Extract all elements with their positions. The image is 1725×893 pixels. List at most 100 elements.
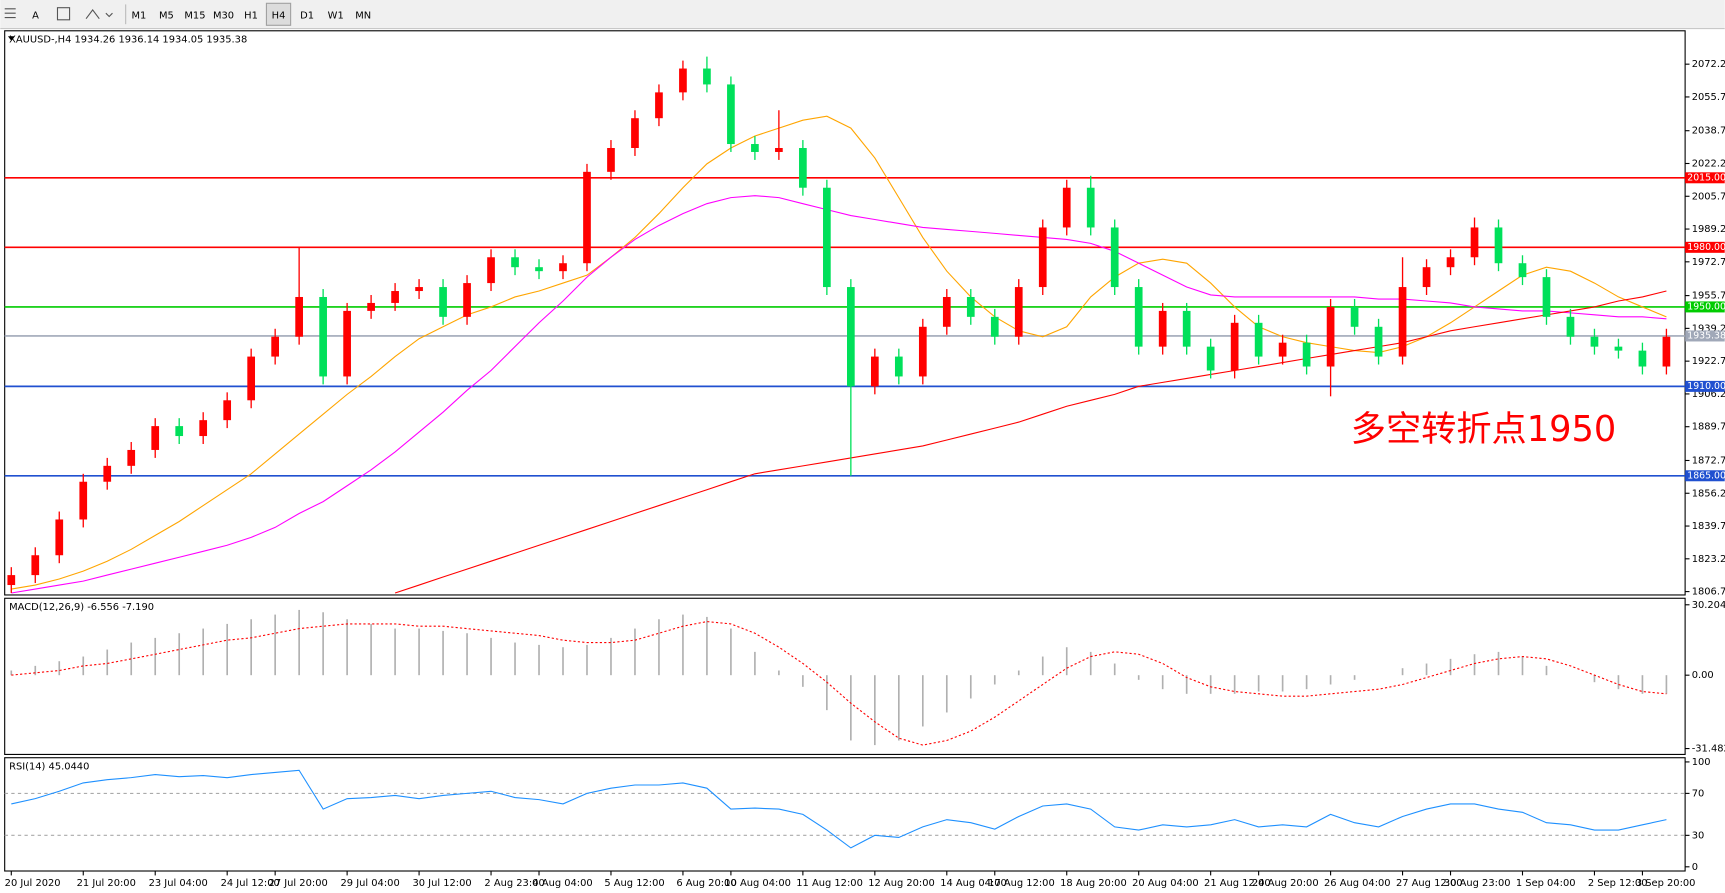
x-tick-label: 24 Aug 20:00 (1252, 878, 1319, 889)
toolbar-button[interactable]: A (32, 10, 39, 21)
x-tick-label: 5 Aug 12:00 (604, 878, 664, 889)
active-button (265, 2, 292, 26)
y-tick-label: 100 (1692, 757, 1711, 768)
candle-body (1542, 277, 1551, 317)
candle-body (7, 575, 16, 586)
x-tick-label: 23 Jul 04:00 (149, 878, 208, 889)
x-tick-label: 6 Aug 20:00 (676, 878, 736, 889)
candle-body (103, 465, 112, 482)
candle-body (631, 118, 639, 148)
candle-body (415, 287, 423, 292)
candle-body (535, 267, 543, 272)
toolbar-button[interactable]: H4 (272, 10, 286, 21)
x-tick-label: 10 Aug 04:00 (724, 878, 791, 889)
candle-body (775, 147, 783, 152)
candle-body (1566, 316, 1575, 337)
level-tag-label: 1950.00 (1687, 301, 1725, 312)
candle-body (1518, 263, 1527, 278)
y-tick-label: 30.204 (1692, 600, 1725, 611)
candle-body (367, 302, 375, 311)
x-tick-label: 29 Jul 04:00 (341, 878, 400, 889)
candle-body (799, 147, 807, 188)
y-tick-label: 2005.70 (1692, 191, 1725, 202)
candle-body (1446, 257, 1455, 268)
panel-frame (4, 597, 1686, 755)
x-tick-label: 11 Aug 12:00 (796, 878, 863, 889)
candle-body (79, 481, 88, 520)
candle-body (1614, 346, 1623, 351)
x-tick-label: 24 Jul 12:00 (221, 878, 280, 889)
candle-body (1038, 227, 1047, 288)
candle-body (439, 287, 447, 317)
y-tick-label: 1922.70 (1692, 356, 1725, 367)
candle-body (1590, 336, 1599, 347)
candle-body (175, 426, 184, 437)
y-tick-label: 1955.70 (1692, 291, 1725, 302)
candle-body (1014, 287, 1023, 337)
toolbar-button[interactable]: H1 (244, 10, 258, 21)
candle-body (607, 147, 615, 172)
candle-body (559, 263, 567, 272)
y-tick-label: 1939.20 (1692, 323, 1725, 334)
y-tick-label: 1856.20 (1692, 488, 1725, 499)
panel-title: XAUUSD-,H4 1934.26 1936.14 1934.05 1935.… (9, 35, 247, 46)
candle-body (1182, 310, 1191, 347)
x-tick-label: 20 Jul 2020 (5, 878, 61, 889)
candle-body (391, 291, 399, 303)
symbol-arrow (7, 36, 15, 41)
candle-body (1062, 187, 1071, 228)
candle-body (127, 449, 136, 466)
y-tick-label: 1989.20 (1692, 224, 1725, 235)
shapes-icon[interactable] (85, 8, 113, 20)
y-tick-label: 1872.70 (1692, 455, 1725, 466)
candle-body (319, 296, 327, 377)
candle-body (55, 519, 64, 556)
y-tick-label: 2055.70 (1692, 92, 1725, 103)
candle-body (1638, 350, 1647, 367)
toolbar-button[interactable]: W1 (328, 10, 344, 21)
candle-body (703, 68, 711, 85)
x-tick-label: 3 Sep 20:00 (1636, 878, 1696, 889)
text-tool-icon[interactable] (56, 7, 71, 21)
panel-frame (4, 30, 1686, 596)
menu-icon[interactable] (4, 8, 16, 19)
y-tick-label: 1823.20 (1692, 554, 1725, 565)
toolbar-button[interactable]: M1 (131, 10, 146, 21)
x-tick-label: 21 Jul 20:00 (77, 878, 136, 889)
rsi-line (11, 769, 1667, 849)
y-tick-label: 1889.70 (1692, 422, 1725, 433)
level-tag (1685, 380, 1725, 392)
toolbar-button[interactable]: M5 (159, 10, 174, 21)
candle-body (487, 257, 495, 284)
candle-body (1326, 306, 1335, 367)
candle-body (1086, 187, 1095, 228)
toolbar-button[interactable]: M30 (213, 10, 234, 21)
x-tick-label: 27 Aug 12:00 (1396, 878, 1463, 889)
x-tick-label: 4 Aug 04:00 (532, 878, 592, 889)
x-tick-label: 2 Sep 12:00 (1588, 878, 1648, 889)
candle-body (199, 420, 208, 437)
toolbar-button[interactable]: MN (355, 10, 371, 21)
panel-title: MACD(12,26,9) -6.556 -7.190 (9, 602, 154, 613)
y-tick-label: 1806.70 (1692, 587, 1725, 598)
toolbar-button[interactable]: M15 (184, 10, 205, 21)
x-tick-label: 18 Aug 20:00 (1060, 878, 1127, 889)
panel-frame (4, 757, 1686, 872)
candle-body (343, 310, 351, 377)
level-tag-label: 1980.00 (1687, 242, 1725, 253)
level-tag (1685, 301, 1725, 313)
toolbar-icons (4, 7, 113, 21)
panel-title: RSI(14) 45.0440 (9, 762, 89, 773)
x-tick-label: 1 Sep 04:00 (1516, 878, 1576, 889)
candle-body (223, 400, 232, 421)
y-tick-label: 1839.70 (1692, 521, 1725, 532)
candle-body (1134, 287, 1143, 347)
candle-body (679, 68, 687, 93)
x-tick-label: 27 Jul 20:00 (269, 878, 328, 889)
level-tag-label: 1935.38 (1687, 330, 1725, 341)
toolbar-button[interactable]: D1 (300, 10, 314, 21)
candle-body (31, 555, 40, 576)
level-tag (1685, 172, 1725, 184)
y-tick-label: 30 (1692, 830, 1705, 841)
